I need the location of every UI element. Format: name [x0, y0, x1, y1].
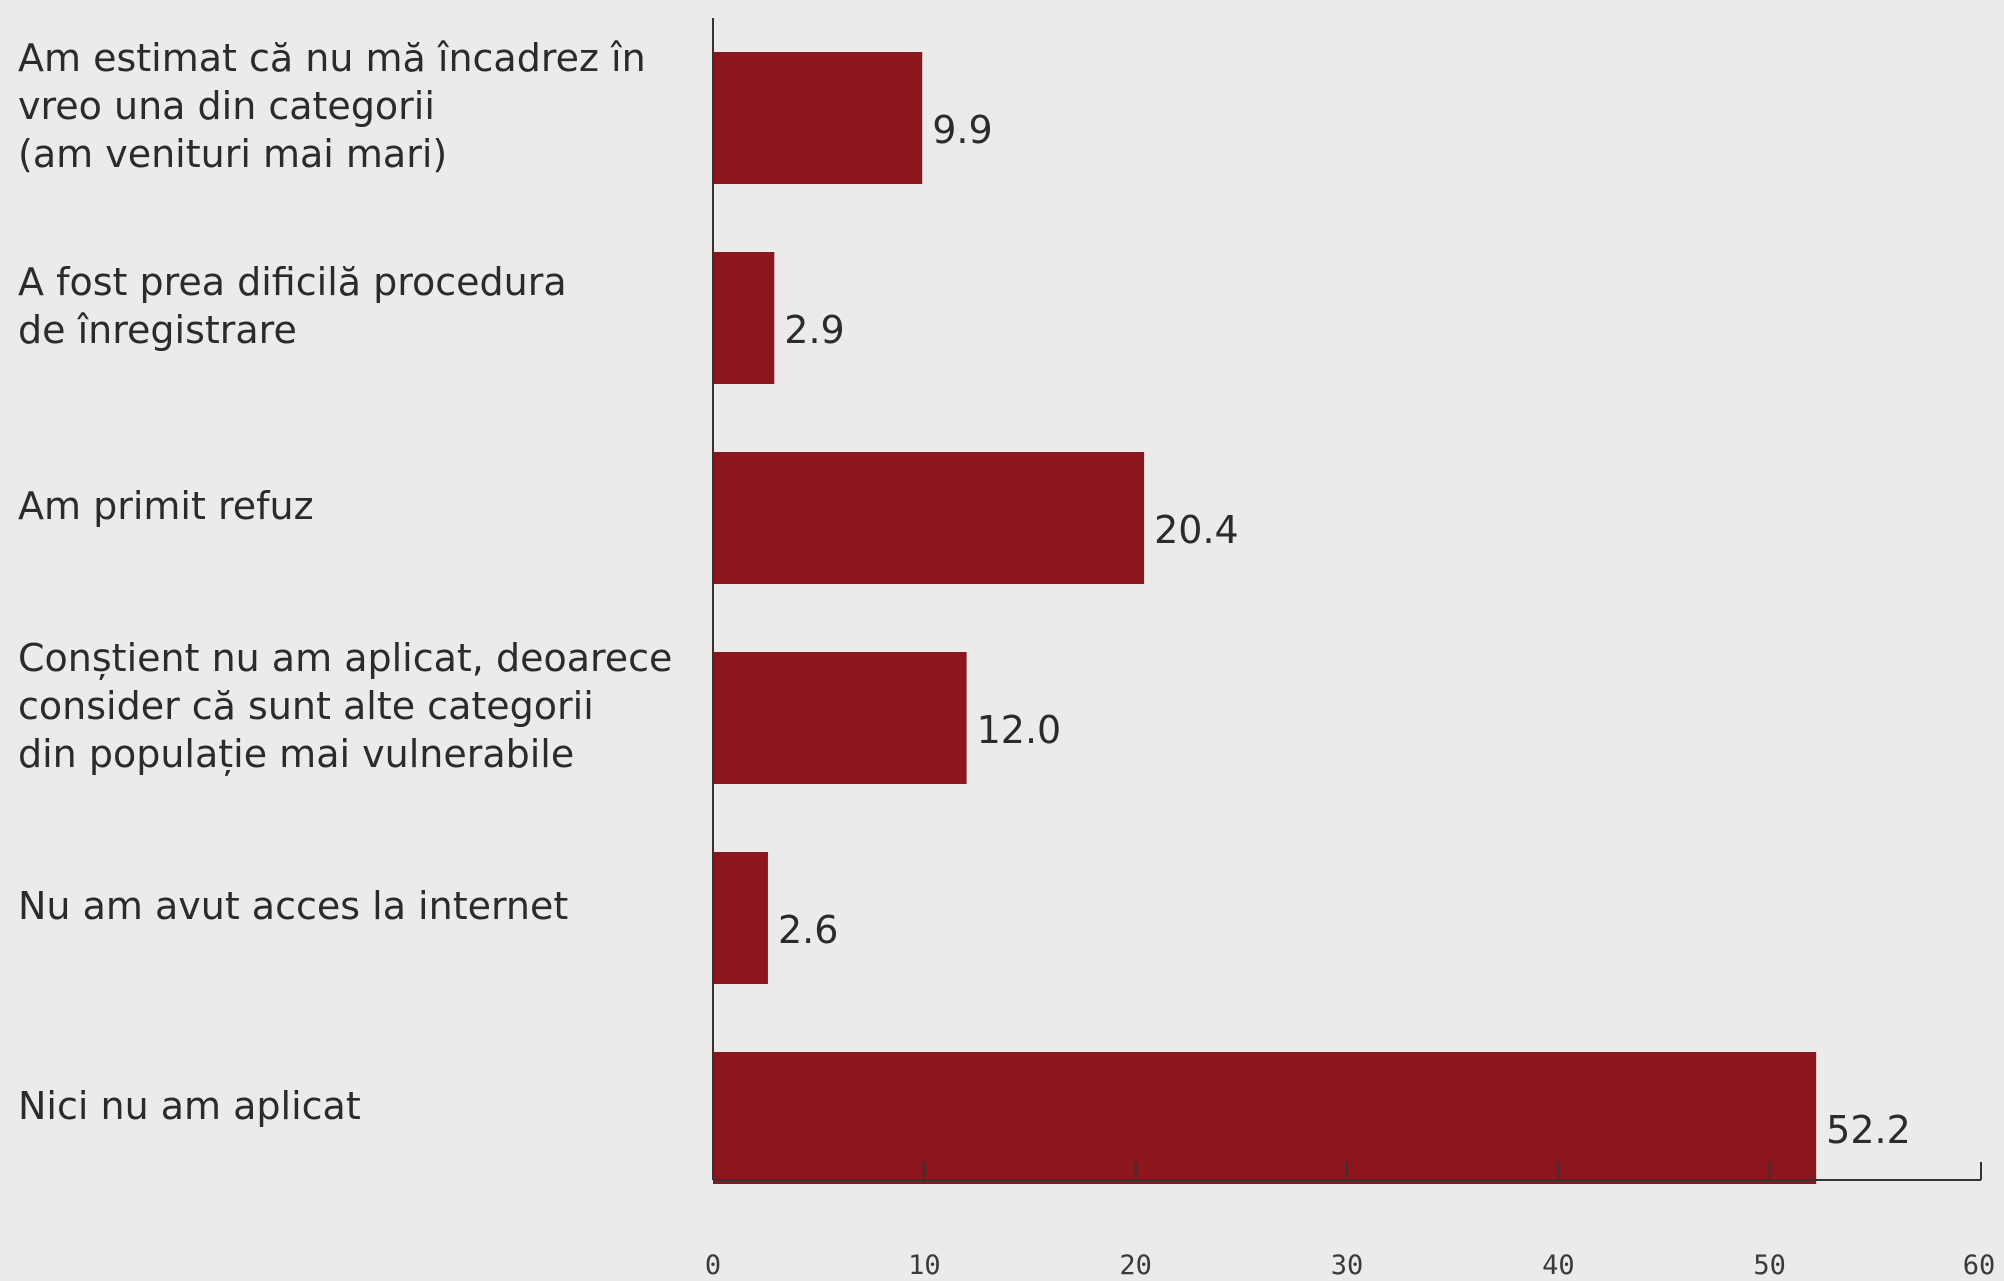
- data-label-2: 2.9: [784, 308, 845, 352]
- bar-6: [713, 1052, 1817, 1184]
- x-tick-label-0: 0: [704, 1250, 722, 1281]
- data-label-5: 2.6: [777, 908, 839, 952]
- category-label-3: Am primit refuz: [18, 484, 314, 528]
- category-label-5: Nu am avut acces la internet: [18, 884, 569, 928]
- category-label-6: Nici nu am aplicat: [18, 1084, 361, 1128]
- x-tick-label-60: 60: [1962, 1250, 1996, 1281]
- bar-2: [713, 252, 775, 384]
- bar-5: [713, 852, 768, 984]
- bar-1: [713, 52, 923, 184]
- x-tick-label-50: 50: [1753, 1250, 1786, 1281]
- x-tick-label-40: 40: [1542, 1250, 1575, 1281]
- bar-3: [713, 452, 1145, 584]
- x-tick-label-30: 30: [1330, 1250, 1364, 1281]
- category-label-4: Conștient nu am aplicat, deoarece consid…: [18, 636, 673, 776]
- category-label-1: Am estimat că nu mă încadrez în vreo una…: [18, 36, 646, 176]
- data-label-3: 20.4: [1154, 508, 1239, 552]
- x-tick-label-10: 10: [908, 1250, 941, 1281]
- bar-4: [713, 652, 967, 784]
- data-label-4: 12.0: [976, 708, 1062, 752]
- x-tick-label-20: 20: [1119, 1250, 1152, 1281]
- data-label-1: 9.9: [932, 108, 993, 152]
- category-label-2: A fost prea dificilă procedura de înregi…: [18, 260, 567, 352]
- data-label-6: 52.2: [1826, 1108, 1911, 1152]
